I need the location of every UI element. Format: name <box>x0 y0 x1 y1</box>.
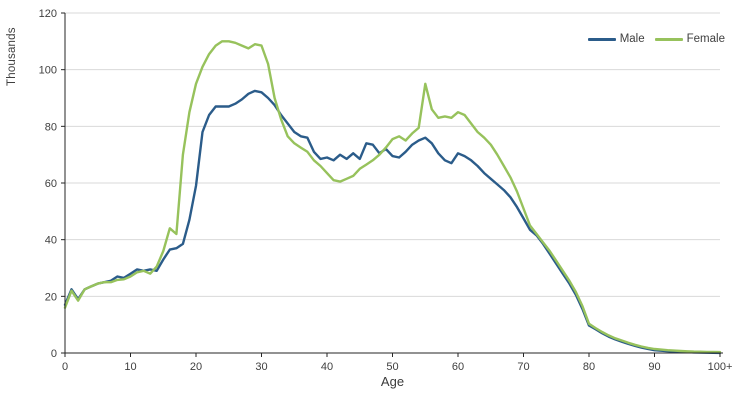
legend-item-female: Female <box>654 33 725 45</box>
series-line-male <box>63 89 722 355</box>
male-line-swatch-icon <box>587 37 616 41</box>
x-tick-label: 60 <box>452 361 464 373</box>
x-tick-label: 70 <box>517 361 529 373</box>
legend-label-male: Male <box>619 33 645 45</box>
y-tick-label: 100 <box>39 65 57 77</box>
y-tick-label: 20 <box>45 291 57 303</box>
female-line-swatch-icon <box>654 37 683 41</box>
y-tick-label: 120 <box>39 8 57 20</box>
x-tick-label: 10 <box>124 361 136 373</box>
x-tick-label: 40 <box>321 361 333 373</box>
legend-item-male: Male <box>587 33 645 45</box>
x-tick-label: 80 <box>583 361 595 373</box>
x-tick-label: 20 <box>190 361 202 373</box>
legend: Male Female <box>587 33 725 45</box>
y-tick-label: 40 <box>45 235 57 247</box>
y-tick-label: 60 <box>45 178 57 190</box>
legend-label-female: Female <box>686 33 725 45</box>
series-line-female <box>63 40 722 354</box>
x-tick-label: 50 <box>386 361 398 373</box>
y-tick-label: 0 <box>51 348 57 360</box>
y-tick-label: 80 <box>45 121 57 133</box>
x-tick-label: 100+ <box>708 361 733 373</box>
x-tick-label: 90 <box>648 361 660 373</box>
y-axis-title: Thousands <box>6 27 18 86</box>
x-tick-label: 30 <box>255 361 267 373</box>
x-tick-label: 0 <box>62 361 68 373</box>
x-axis-title: Age <box>380 374 405 389</box>
